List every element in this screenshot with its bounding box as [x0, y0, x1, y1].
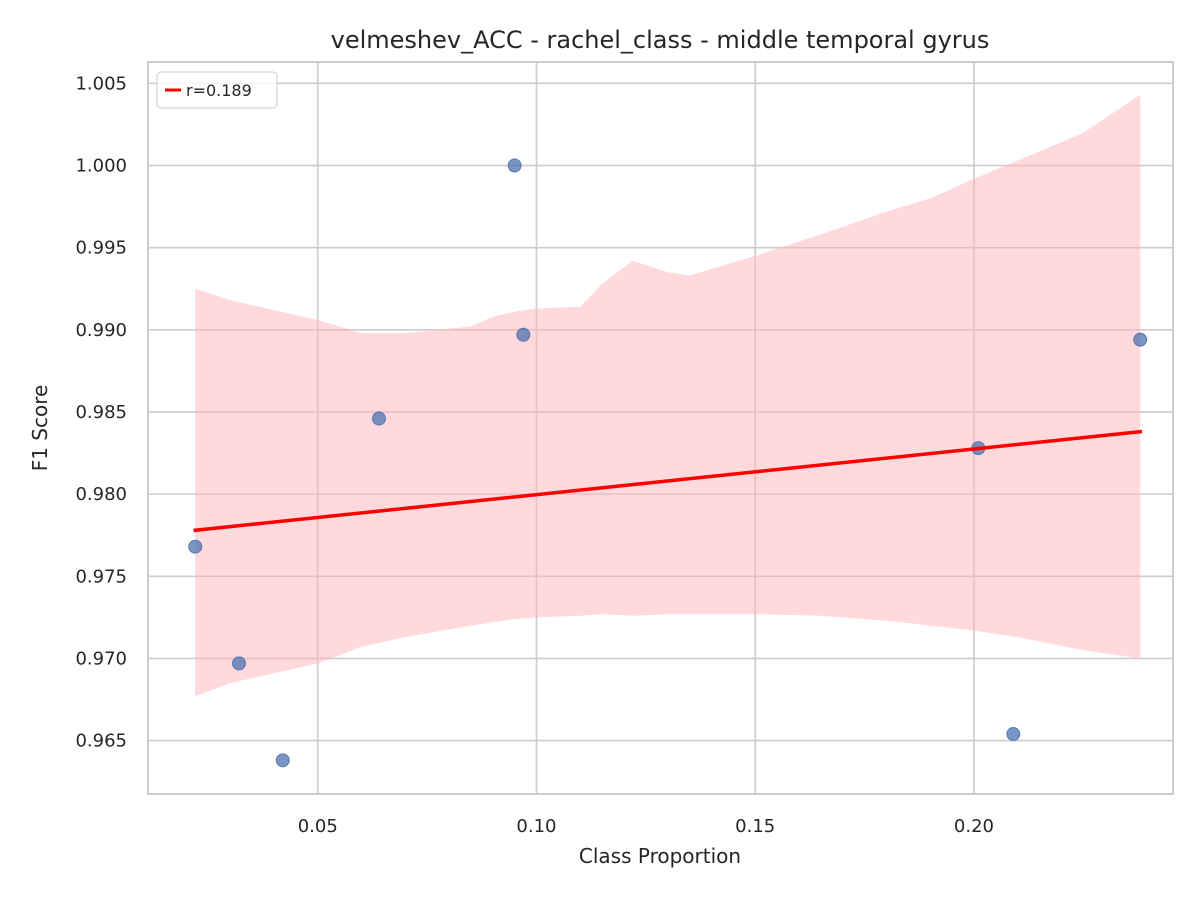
x-tick-label: 0.20: [954, 816, 994, 837]
data-point: [275, 753, 290, 768]
x-axis-label: Class Proportion: [579, 844, 741, 868]
y-tick-label: 1.000: [75, 156, 127, 177]
data-point: [1133, 332, 1148, 347]
chart-title: velmeshev_ACC - rachel_class - middle te…: [331, 26, 990, 54]
x-tick-label: 0.10: [516, 816, 556, 837]
y-tick-label: 0.995: [75, 238, 127, 259]
plot-area: 0.05 0.10 0.15 0.20 0.965 0.970 0.975 0.980 0.98…: [75, 61, 1174, 837]
x-tick-label: 0.05: [298, 816, 338, 837]
y-axis-label: F1 Score: [28, 385, 52, 472]
y-tick-label: 0.990: [75, 320, 127, 341]
data-point: [507, 158, 522, 173]
data-point: [371, 411, 386, 426]
regression-line: [193, 429, 1143, 533]
data-point: [1006, 727, 1021, 742]
data-point: [188, 539, 203, 554]
legend-label: r=0.189: [186, 81, 252, 100]
y-tick-label: 0.985: [75, 402, 127, 423]
y-tick-label: 0.970: [75, 648, 127, 669]
data-point: [231, 656, 246, 671]
y-tick-label: 0.965: [75, 731, 127, 752]
confidence-band: [195, 94, 1141, 697]
x-tick-label: 0.15: [735, 816, 775, 837]
y-tick-label: 0.975: [75, 566, 127, 587]
data-point: [516, 327, 531, 342]
axes-frame: [147, 61, 1174, 795]
y-tick-label: 1.005: [75, 73, 127, 94]
legend-box: [156, 71, 278, 109]
y-tick-label: 0.980: [75, 484, 127, 505]
legend: r=0.189: [156, 71, 278, 109]
